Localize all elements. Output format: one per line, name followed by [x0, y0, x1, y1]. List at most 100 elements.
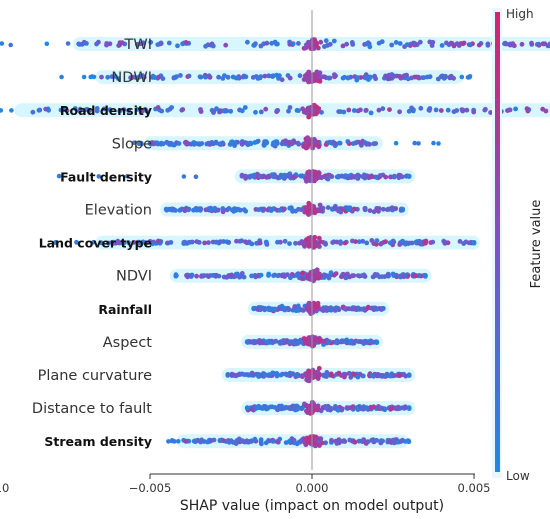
shap-point: [412, 273, 418, 279]
shap-point: [343, 173, 348, 179]
shap-point: [226, 240, 231, 246]
shap-point: [339, 274, 344, 280]
shap-point: [194, 273, 200, 279]
shap-point: [265, 340, 271, 346]
shap-point: [268, 206, 274, 212]
shap-point: [239, 371, 245, 377]
shap-point: [312, 142, 317, 148]
shap-point: [256, 374, 261, 379]
shap-point: [242, 105, 248, 110]
shap-point: [312, 304, 318, 309]
shap-point: [300, 374, 305, 380]
shap-point: [156, 74, 161, 80]
shap-point: [136, 240, 142, 246]
shap-point: [406, 373, 412, 378]
shap-point: [345, 207, 351, 213]
shap-point: [257, 240, 263, 246]
shap-point: [121, 107, 127, 112]
shap-point: [471, 109, 477, 115]
shap-point: [233, 271, 239, 277]
x-axis-title: SHAP value (impact on model output): [180, 498, 444, 514]
shap-point: [282, 238, 288, 244]
shap-point: [370, 274, 376, 280]
shap-point: [126, 108, 131, 114]
shap-point: [334, 440, 340, 445]
shap-point: [220, 140, 226, 146]
shap-point: [148, 39, 154, 45]
shap-point: [332, 205, 338, 211]
shap-point: [105, 74, 111, 80]
colorbar: High Low Feature value: [492, 7, 544, 483]
shap-point: [298, 406, 304, 411]
shap-point: [290, 41, 296, 47]
shap-point: [393, 40, 399, 45]
shap-point: [354, 174, 359, 180]
shap-point: [374, 372, 379, 378]
shap-point: [239, 108, 245, 114]
shap-point: [397, 73, 402, 79]
shap-point: [388, 406, 394, 412]
shap-point: [249, 273, 255, 279]
shap-point: [295, 307, 301, 313]
shap-point: [270, 439, 276, 444]
shap-point: [418, 105, 424, 111]
shap-point: [323, 440, 328, 446]
shap-point: [308, 434, 314, 440]
feature-label: Slope: [112, 136, 152, 152]
shap-point: [214, 106, 219, 112]
shap-point: [253, 274, 259, 280]
shap-point: [213, 239, 219, 245]
shap-point: [313, 176, 319, 182]
shap-point: [216, 273, 222, 279]
shap-point: [209, 140, 215, 145]
shap-point: [336, 370, 342, 376]
shap-point: [139, 141, 144, 147]
shap-point: [286, 405, 292, 411]
shap-point: [279, 77, 285, 83]
shap-point: [363, 340, 369, 345]
shap-point: [131, 240, 137, 245]
shap-point: [362, 174, 367, 180]
shap-point: [281, 405, 286, 411]
shap-point: [257, 338, 263, 344]
shap-point: [433, 107, 439, 113]
shap-point: [244, 405, 250, 411]
shap-point: [291, 440, 297, 446]
shap-point: [245, 39, 250, 45]
shap-point: [279, 340, 284, 346]
shap-point: [342, 306, 348, 312]
shap-point: [305, 337, 311, 342]
shap-point: [367, 44, 373, 50]
feature-row: [52, 234, 481, 250]
shap-point: [307, 242, 312, 247]
x-tick-label: 0.005: [458, 481, 491, 495]
shap-point: [234, 438, 240, 444]
shap-point: [306, 42, 311, 48]
shap-point: [64, 108, 70, 113]
shap-point: [311, 46, 317, 51]
shap-point: [262, 73, 268, 79]
shap-point: [466, 75, 471, 80]
shap-point: [193, 174, 199, 179]
shap-point: [294, 372, 300, 377]
shap-point: [266, 438, 271, 443]
feature-label: NDVI: [116, 269, 152, 285]
shap-point: [234, 238, 239, 244]
shap-point: [387, 107, 392, 112]
shap-point: [451, 75, 456, 81]
shap-point: [280, 173, 286, 179]
shap-point: [381, 306, 386, 311]
shap-point: [225, 74, 231, 80]
shap-point: [239, 141, 245, 147]
shap-point: [139, 41, 145, 46]
shap-point: [194, 207, 200, 213]
shap-point: [371, 307, 377, 313]
shap-point: [176, 141, 182, 146]
shap-point: [282, 206, 287, 212]
shap-point: [220, 206, 226, 211]
shap-point: [280, 371, 285, 377]
shap-point: [379, 274, 385, 279]
feature-label: Road density: [60, 103, 152, 118]
shap-point: [275, 273, 281, 279]
